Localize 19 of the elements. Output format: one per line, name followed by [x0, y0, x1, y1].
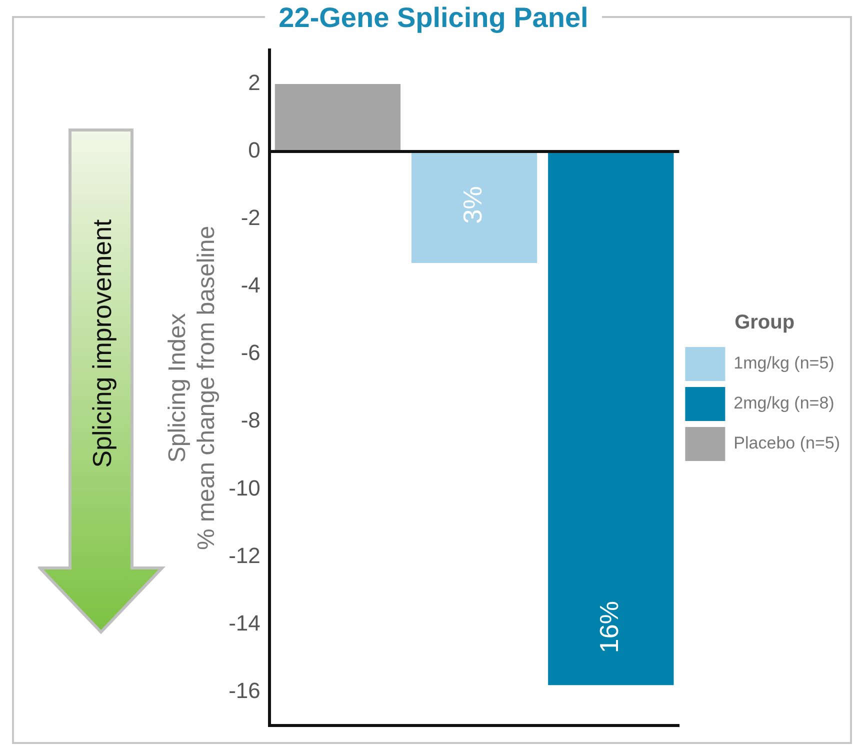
- legend-label: 2mg/kg (n=8): [734, 394, 834, 413]
- legend-label: 1mg/kg (n=5): [734, 354, 834, 373]
- legend-label: Placebo (n=5): [734, 434, 840, 453]
- y-tick-label: -6: [240, 340, 260, 366]
- y-axis-title: Splicing Index % mean change from baseline: [164, 226, 220, 550]
- y-tick-label: -14: [228, 610, 260, 636]
- y-tick-label: -4: [240, 272, 260, 298]
- annotation: 3%: [457, 186, 488, 224]
- text: Splicing improvement: [86, 218, 118, 468]
- y-tick-label: 0: [248, 138, 260, 163]
- chart-title: 22-Gene Splicing Panel: [264, 2, 602, 33]
- y-tick-label: -2: [240, 205, 260, 230]
- y-tick-label: -8: [240, 408, 260, 433]
- y-tick-label: 2: [248, 70, 260, 96]
- annotation: 16%: [594, 601, 624, 654]
- legend-title: Group: [734, 312, 795, 334]
- y-tick-label: -16: [228, 678, 260, 703]
- y-tick-label: -10: [228, 475, 260, 500]
- y-tick-label: -12: [228, 542, 260, 568]
